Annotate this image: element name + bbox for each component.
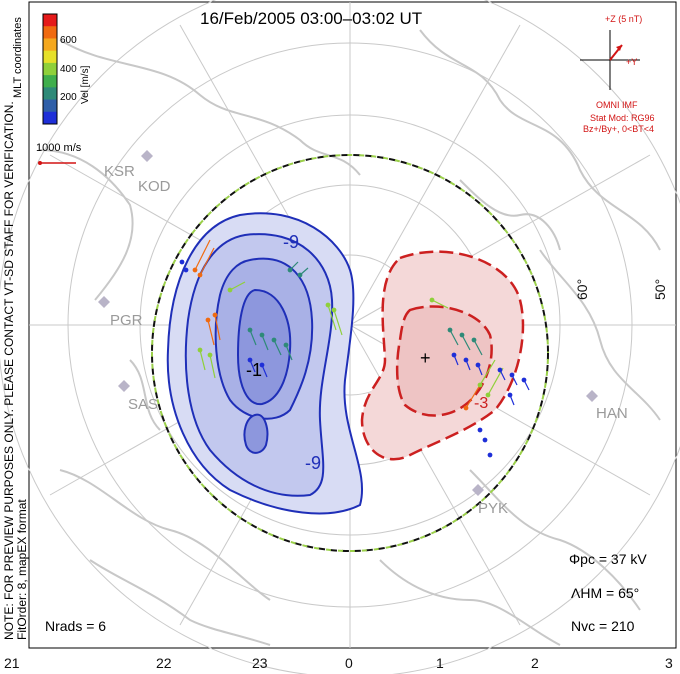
mlt-label-1: 1	[436, 655, 444, 671]
scale-label: 1000 m/s	[36, 142, 82, 154]
mlt-label-3: 3	[665, 655, 673, 671]
lat-label-60: 60°	[574, 278, 590, 300]
colorbar-label: Vel [m/s]	[80, 65, 91, 104]
coord-label: MLT coordinates	[12, 17, 24, 98]
colorbar-tick-400: 400	[60, 64, 77, 75]
contour-label-neg-lower: -9	[305, 453, 322, 473]
station-label-han: HAN	[596, 405, 628, 422]
fitorder-note: FitOrder: 8, mapEX format	[15, 499, 29, 640]
negative-potential-cell	[166, 212, 364, 515]
imf-source: OMNI IMF	[596, 100, 638, 110]
page-title: 16/Feb/2005 03:00–03:02 UT	[200, 9, 423, 28]
stat-phi-pc: Φpc = 37 kV	[569, 551, 647, 567]
mlt-label-23: 23	[252, 655, 268, 671]
colorbar-segment	[43, 14, 57, 27]
station-label-pgr: PGR	[110, 312, 143, 329]
station-label-pyk: PYK	[478, 500, 509, 517]
stat-lambda-hm: ΛHM = 65°	[571, 585, 640, 601]
contour-label-neg-outer: -9	[283, 232, 300, 252]
potential-max-marker: +	[420, 348, 431, 368]
imf-model: Stat Mod: RG96	[590, 113, 655, 123]
mlt-label-21: 21	[4, 655, 20, 671]
mlt-label-2: 2	[531, 655, 539, 671]
stat-n-vc: Nvc = 210	[571, 618, 635, 634]
mlt-label-22: 22	[156, 655, 172, 671]
station-label-ksr: KSR	[104, 163, 135, 180]
colorbar-segment	[43, 38, 57, 52]
station-label-sas: SAS	[128, 396, 159, 413]
contour-label-pos-lower: -3	[474, 395, 489, 412]
scale-arrow-origin	[38, 161, 42, 165]
contour-label-neg-inner: -1	[246, 360, 263, 380]
preview-note: NOTE: FOR PREVIEW PURPOSES ONLY. PLEASE …	[2, 101, 16, 640]
colorbar-segment	[43, 62, 57, 76]
imf-z-label: +Z (5 nT)	[605, 14, 643, 24]
colorbar-tick-600: 600	[60, 35, 77, 46]
imf-vector-head	[616, 45, 622, 51]
station-label-kod: KOD	[138, 178, 171, 195]
imf-condition: Bz+/By+, 0<BT<4	[583, 124, 655, 134]
stat-n-rads: Nrads = 6	[45, 618, 107, 634]
colorbar-segment	[43, 75, 57, 88]
lat-label-50: 50°	[652, 278, 668, 300]
colorbar-segment	[43, 50, 57, 64]
colorbar-segment	[43, 87, 57, 101]
colorbar-segment	[43, 26, 57, 39]
velocity-vectors	[179, 239, 530, 458]
colorbar-segment	[43, 99, 57, 113]
colorbar-segment	[43, 111, 57, 125]
colorbar-frame	[42, 13, 58, 125]
colorbar	[43, 14, 57, 125]
radar-station-markers	[98, 150, 598, 496]
hm-boundary-inner	[151, 154, 549, 552]
colorbar-tick-200: 200	[60, 92, 77, 103]
coastlines	[39, 29, 661, 646]
positive-potential-cell	[360, 250, 525, 461]
imf-y-label: +Y	[626, 57, 638, 67]
mlt-label-0: 0	[345, 655, 353, 671]
